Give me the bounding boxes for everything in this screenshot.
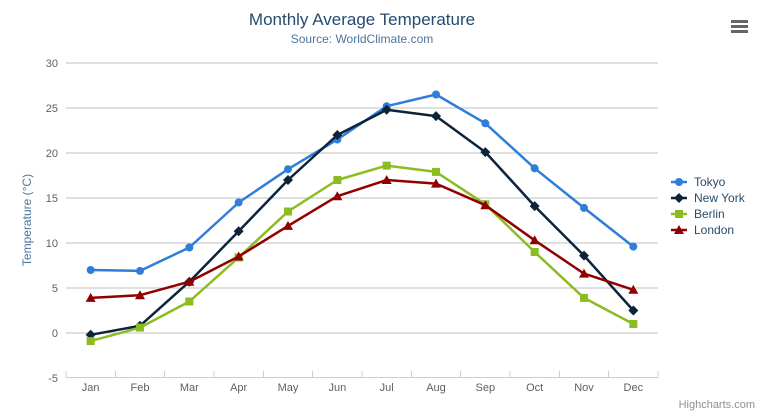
data-point-berlin[interactable] [629, 320, 638, 328]
data-point-tokyo[interactable] [284, 165, 292, 174]
legend-label: New York [694, 191, 745, 205]
data-point-new-york[interactable] [579, 250, 589, 261]
data-point-berlin[interactable] [284, 207, 292, 216]
data-point-new-york[interactable] [480, 147, 491, 158]
hamburger-icon [731, 25, 748, 28]
series-line-tokyo[interactable] [89, 93, 635, 273]
data-point-berlin[interactable] [530, 248, 539, 256]
hamburger-icon [731, 30, 748, 33]
chart-title: Monthly Average Temperature [248, 10, 476, 29]
x-axis-label: Jul [380, 382, 394, 394]
data-point-london[interactable] [332, 191, 343, 201]
x-axis-label: Feb [131, 382, 150, 394]
x-axis-label: Jun [328, 382, 346, 394]
y-axis-label: 0 [52, 328, 58, 340]
data-point-london[interactable] [283, 220, 293, 230]
y-axis-title: Temperature (°C) [20, 173, 34, 267]
data-point-london[interactable] [233, 251, 244, 261]
x-axis-label: Dec [624, 382, 644, 394]
series-line-new-york[interactable] [89, 108, 635, 337]
legend: Tokyo New York Berlin London [670, 174, 745, 238]
legend-label: London [694, 223, 735, 237]
data-point-tokyo[interactable] [481, 119, 490, 128]
series-line-berlin[interactable] [89, 164, 635, 343]
data-point-tokyo[interactable] [234, 198, 243, 207]
data-point-tokyo[interactable] [136, 266, 144, 275]
x-axis-label: Jan [82, 382, 100, 394]
data-point-berlin[interactable] [86, 337, 95, 346]
series-line-london[interactable] [89, 178, 635, 300]
legend-item-new-york[interactable]: New York [670, 190, 745, 206]
x-axis-label: Mar [180, 382, 199, 394]
chart-subtitle: Source: WorldClimate.com [290, 32, 434, 46]
data-point-berlin[interactable] [580, 293, 588, 302]
data-point-new-york[interactable] [233, 226, 244, 237]
export-menu-button[interactable] [729, 18, 750, 36]
data-point-berlin[interactable] [185, 297, 194, 306]
data-point-berlin[interactable] [333, 176, 342, 184]
data-point-tokyo[interactable] [580, 203, 588, 212]
x-axis-label: Aug [426, 382, 446, 394]
y-axis-label: 20 [46, 148, 58, 160]
legend-item-tokyo[interactable]: Tokyo [670, 174, 745, 190]
data-point-london[interactable] [431, 178, 441, 188]
data-point-berlin[interactable] [432, 167, 440, 176]
data-point-new-york[interactable] [332, 130, 343, 140]
y-axis-label: 15 [46, 193, 58, 205]
data-point-tokyo[interactable] [432, 90, 440, 99]
data-point-london[interactable] [381, 175, 392, 184]
data-point-berlin[interactable] [382, 161, 391, 170]
data-point-london[interactable] [480, 200, 491, 210]
data-point-berlin[interactable] [136, 323, 144, 332]
x-axis-label: Sep [476, 382, 496, 394]
legend-item-berlin[interactable]: Berlin [670, 206, 745, 222]
y-axis-label: 30 [46, 58, 58, 70]
x-axis-label: Oct [526, 382, 543, 394]
data-point-london[interactable] [529, 235, 540, 245]
data-point-new-york[interactable] [529, 201, 540, 212]
legend-label: Tokyo [694, 175, 726, 189]
data-point-tokyo[interactable] [86, 266, 95, 274]
data-point-new-york[interactable] [431, 111, 441, 122]
y-axis-label: 25 [46, 103, 58, 115]
data-point-new-york[interactable] [381, 104, 392, 115]
y-axis-label: 5 [52, 283, 58, 295]
hamburger-icon [731, 20, 748, 23]
square-marker-icon [671, 210, 687, 218]
data-point-tokyo[interactable] [629, 242, 638, 251]
data-point-london[interactable] [628, 284, 639, 294]
x-axis-label: Nov [574, 382, 594, 394]
y-axis-label: 10 [46, 238, 58, 250]
data-point-london[interactable] [579, 268, 589, 278]
diamond-marker-icon [671, 193, 687, 203]
data-point-london[interactable] [184, 276, 195, 286]
data-point-london[interactable] [85, 292, 96, 302]
data-point-tokyo[interactable] [185, 243, 194, 252]
x-axis-label: May [278, 382, 299, 394]
data-point-london[interactable] [135, 290, 145, 300]
data-point-new-york[interactable] [283, 175, 293, 185]
circle-marker-icon [671, 178, 687, 186]
triangle-marker-icon [671, 225, 687, 234]
data-point-tokyo[interactable] [530, 164, 539, 173]
x-axis-label: Apr [230, 382, 247, 394]
data-point-new-york[interactable] [628, 305, 639, 316]
y-axis-label: -5 [48, 373, 58, 385]
legend-label: Berlin [694, 207, 725, 221]
legend-item-london[interactable]: London [670, 222, 745, 238]
credits-link[interactable]: Highcharts.com [678, 399, 755, 411]
